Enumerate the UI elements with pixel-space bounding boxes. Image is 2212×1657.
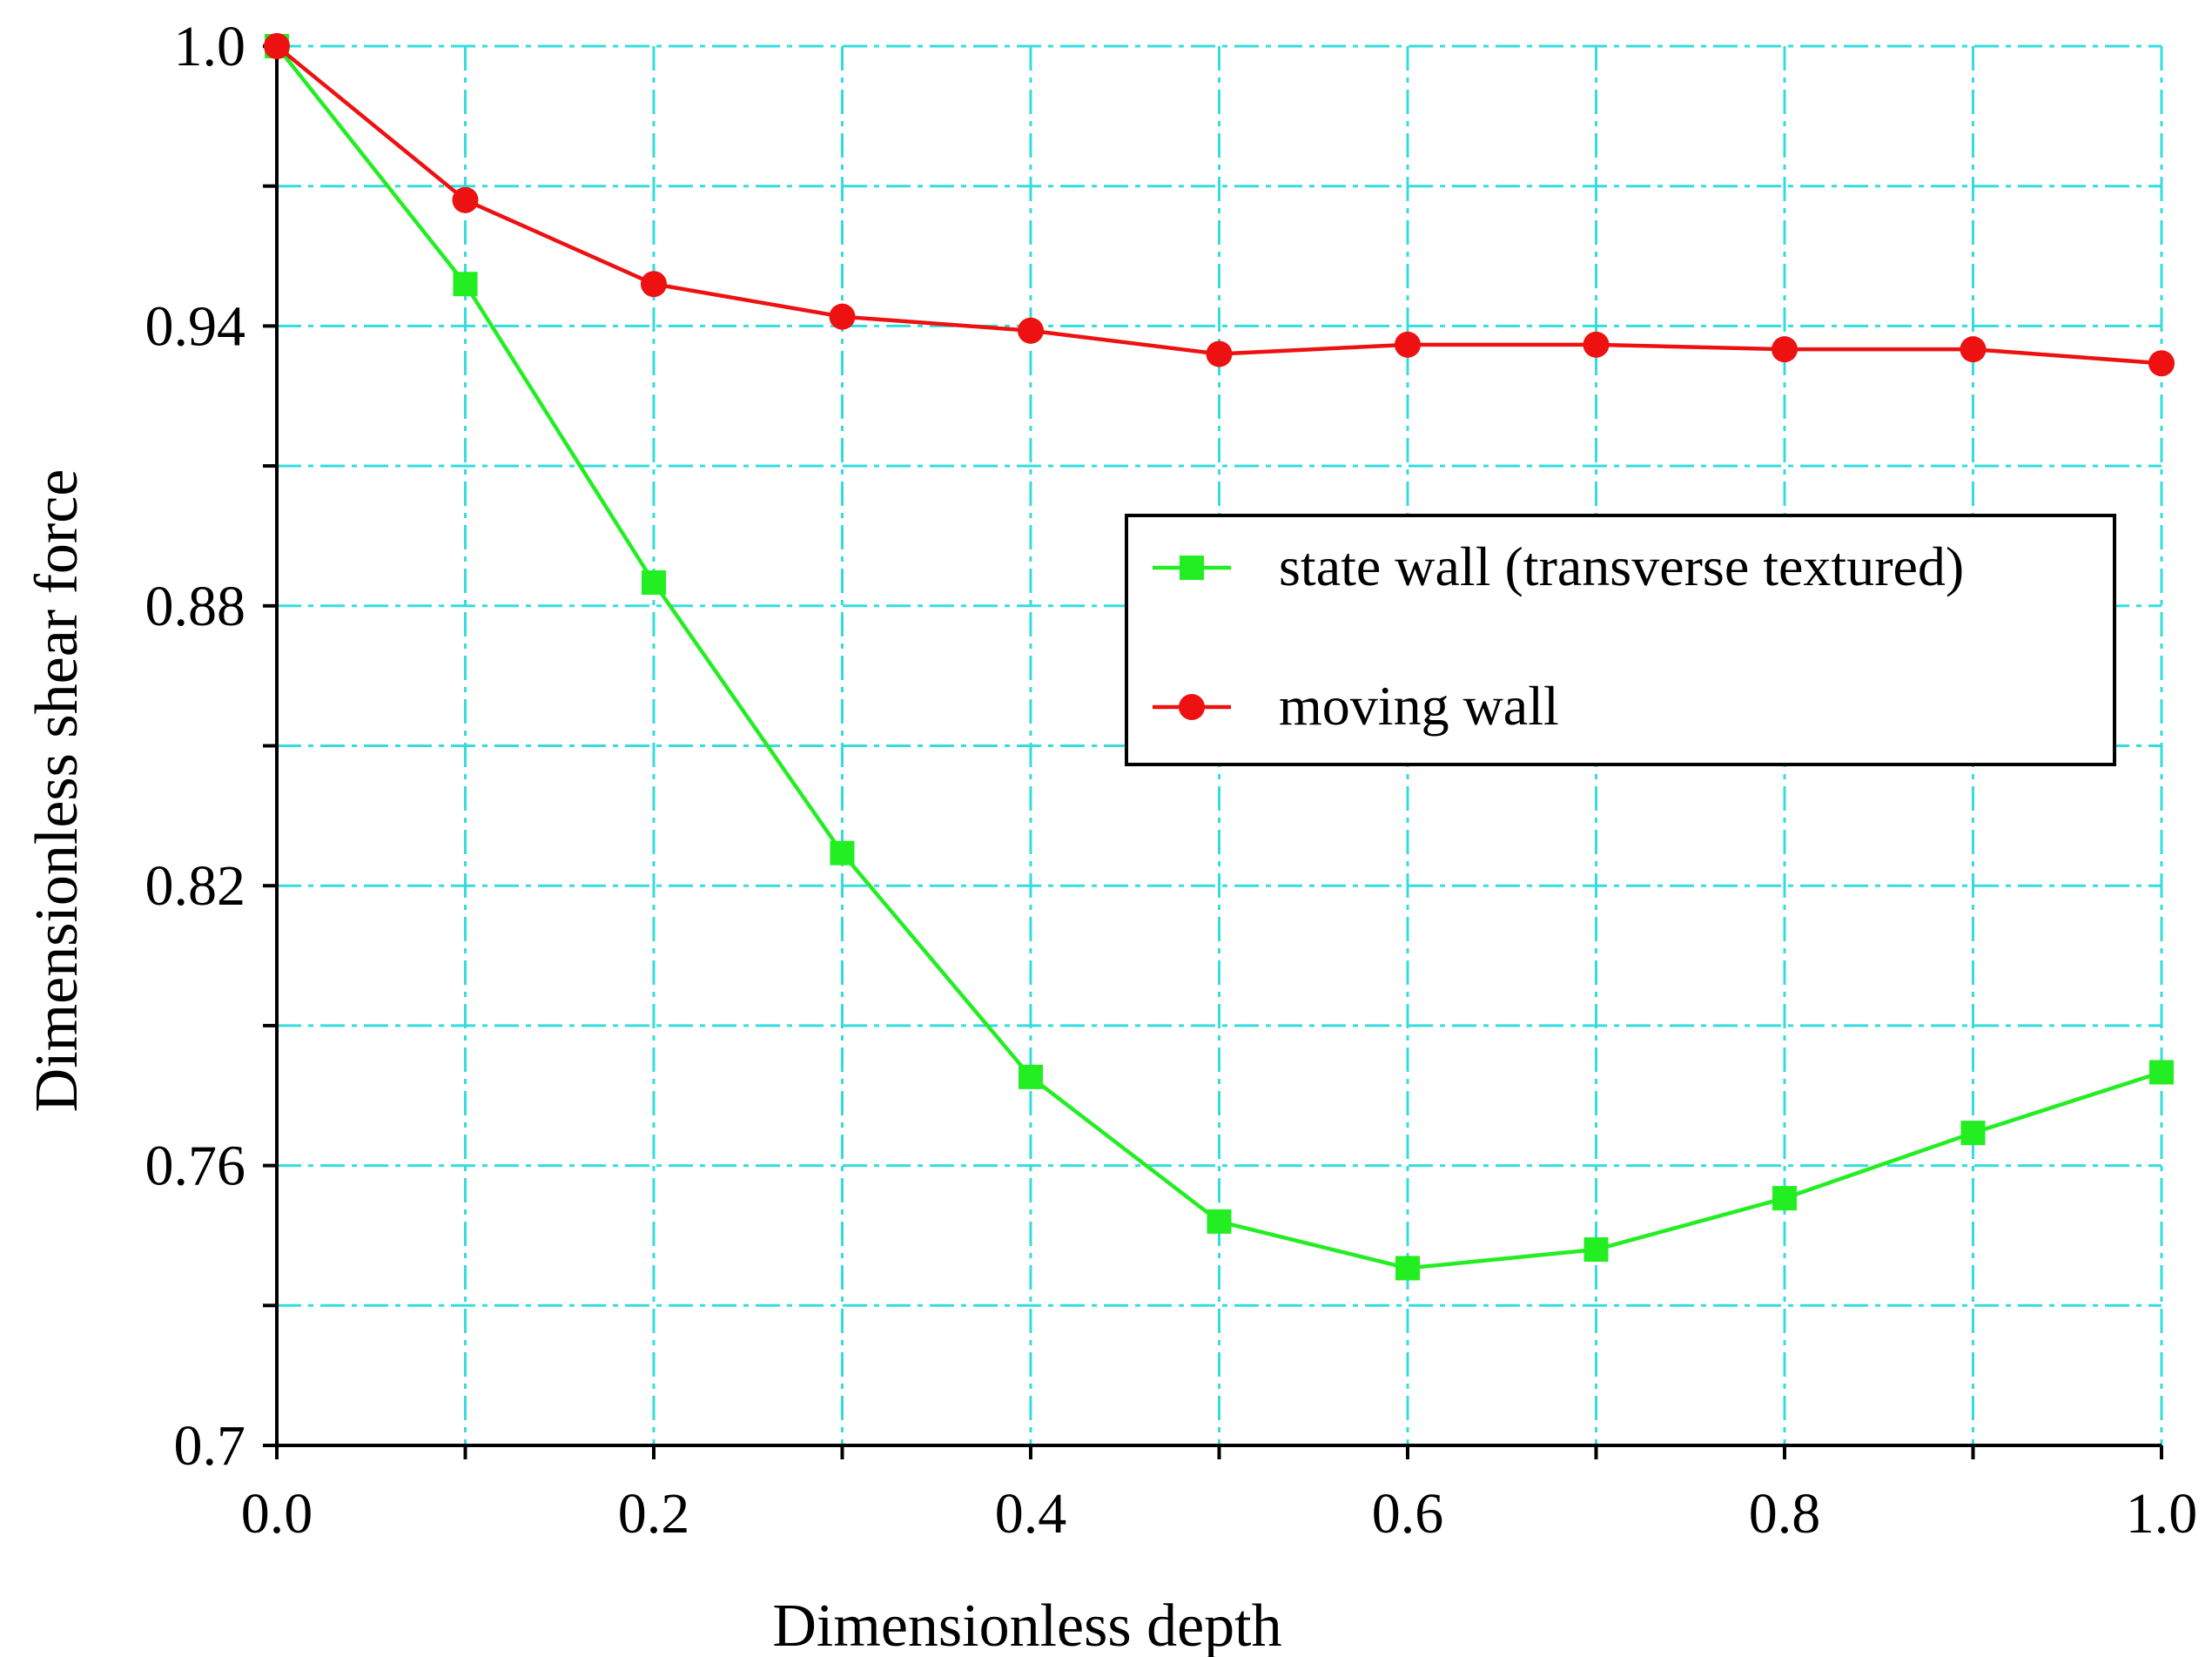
- y-tick-label: 0.94: [145, 294, 246, 358]
- data-point: [1772, 336, 1798, 363]
- y-tick-label: 1.0: [174, 15, 246, 78]
- data-point: [452, 186, 479, 213]
- data-point: [1019, 1064, 1043, 1089]
- series-0: [265, 34, 2174, 1281]
- data-point: [2149, 1060, 2174, 1085]
- data-point: [1395, 331, 1421, 358]
- x-tick-label: 0.2: [618, 1482, 690, 1546]
- legend-label: moving wall: [1279, 675, 1559, 737]
- data-point: [453, 272, 478, 297]
- legend-box: [1125, 514, 2116, 766]
- y-tick-label: 0.7: [174, 1414, 246, 1478]
- x-tick-label: 0.0: [241, 1482, 313, 1546]
- data-point: [1772, 1186, 1797, 1211]
- data-point: [641, 271, 667, 298]
- y-tick-label: 0.88: [145, 575, 246, 638]
- data-point: [2148, 350, 2175, 377]
- data-point: [1395, 1256, 1420, 1281]
- x-tick-label: 0.6: [1372, 1482, 1444, 1546]
- data-point: [1207, 1209, 1232, 1234]
- y-tick-label: 0.82: [145, 854, 246, 918]
- data-point: [264, 33, 290, 59]
- data-point: [1583, 331, 1610, 358]
- axes: 0.0 0.2 0.4 0.6 0.8 1.0 0.7 0.76 0.82 0.88 0.94 1.0: [145, 15, 2198, 1546]
- series-group: [264, 33, 2175, 1281]
- data-point: [1206, 340, 1233, 367]
- legend: state wall (transverse textured) moving w…: [1125, 514, 2116, 766]
- legend-marker: [1179, 694, 1205, 720]
- x-tick-label: 0.8: [1749, 1482, 1821, 1546]
- series-1: [264, 33, 2175, 377]
- legend-label: state wall (transverse textured): [1279, 535, 1964, 597]
- x-axis-title: Dimensionless depth: [772, 1593, 1281, 1657]
- y-axis-title: Dimensionless shear force: [24, 469, 91, 1113]
- data-point: [830, 840, 855, 866]
- legend-marker: [1180, 556, 1204, 580]
- data-point: [1018, 317, 1044, 344]
- x-tick-label: 0.4: [995, 1482, 1067, 1546]
- y-tick-label: 0.76: [145, 1135, 246, 1198]
- data-point: [1960, 1121, 1986, 1146]
- data-point: [829, 303, 856, 330]
- data-point: [642, 570, 666, 596]
- data-point: [1583, 1237, 1609, 1263]
- x-tick-label: 1.0: [2126, 1482, 2198, 1546]
- data-point: [1960, 336, 1987, 363]
